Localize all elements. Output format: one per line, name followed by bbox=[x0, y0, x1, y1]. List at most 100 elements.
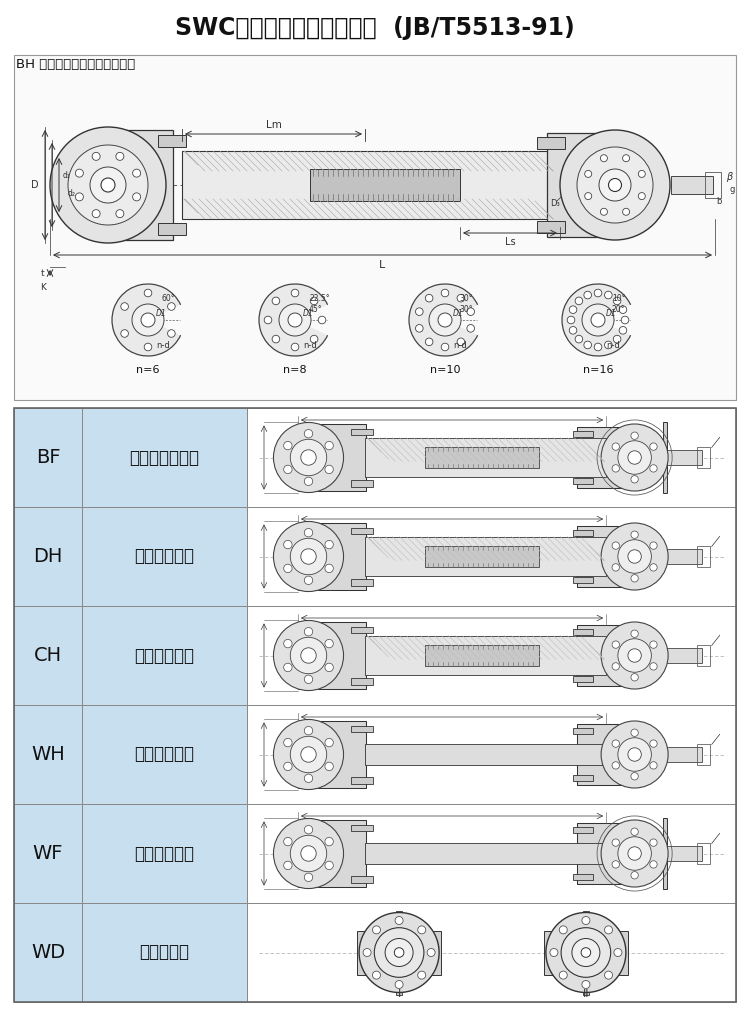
Bar bbox=[247, 705, 736, 804]
Bar bbox=[425, 546, 538, 567]
Circle shape bbox=[631, 630, 638, 638]
Bar bbox=[573, 576, 593, 582]
Text: WH: WH bbox=[31, 745, 64, 764]
Circle shape bbox=[325, 837, 333, 846]
Circle shape bbox=[631, 773, 638, 780]
Circle shape bbox=[75, 193, 83, 201]
Text: n-d: n-d bbox=[606, 341, 619, 350]
Circle shape bbox=[92, 152, 100, 160]
Bar bbox=[298, 721, 366, 788]
Circle shape bbox=[612, 641, 620, 649]
Bar bbox=[82, 408, 247, 507]
Circle shape bbox=[582, 916, 590, 924]
Circle shape bbox=[121, 330, 128, 337]
Circle shape bbox=[594, 290, 602, 297]
Text: b: b bbox=[716, 197, 722, 206]
Circle shape bbox=[301, 648, 316, 663]
Text: K: K bbox=[40, 283, 46, 292]
Bar bbox=[573, 630, 593, 636]
Text: DH: DH bbox=[33, 547, 63, 566]
Circle shape bbox=[581, 947, 591, 958]
Text: n=16: n=16 bbox=[583, 365, 614, 375]
Circle shape bbox=[325, 441, 333, 450]
Circle shape bbox=[310, 297, 318, 305]
Text: Ls: Ls bbox=[505, 237, 515, 247]
Circle shape bbox=[394, 947, 404, 958]
Circle shape bbox=[359, 912, 439, 993]
Text: Lm: Lm bbox=[266, 120, 281, 130]
Bar bbox=[664, 847, 702, 861]
Circle shape bbox=[601, 154, 608, 161]
Circle shape bbox=[304, 675, 313, 683]
Text: L: L bbox=[380, 260, 386, 270]
Circle shape bbox=[567, 316, 574, 324]
Circle shape bbox=[438, 313, 452, 327]
Circle shape bbox=[304, 726, 313, 735]
Circle shape bbox=[650, 762, 657, 769]
Circle shape bbox=[631, 674, 638, 681]
Circle shape bbox=[601, 523, 668, 590]
Text: 无伸缩焊接型: 无伸缩焊接型 bbox=[134, 746, 194, 764]
Circle shape bbox=[167, 330, 176, 337]
Text: n=8: n=8 bbox=[284, 365, 307, 375]
Bar bbox=[697, 843, 710, 865]
Circle shape bbox=[628, 847, 641, 861]
Circle shape bbox=[614, 297, 621, 305]
Circle shape bbox=[638, 171, 645, 178]
Circle shape bbox=[584, 341, 592, 349]
Bar bbox=[298, 524, 366, 590]
Text: 30°: 30° bbox=[459, 305, 472, 314]
Circle shape bbox=[628, 451, 641, 464]
Circle shape bbox=[585, 193, 592, 200]
Bar bbox=[396, 910, 402, 920]
Circle shape bbox=[325, 465, 333, 473]
Bar bbox=[247, 408, 736, 507]
Circle shape bbox=[618, 540, 651, 573]
Text: 无伸缩短型: 无伸缩短型 bbox=[140, 943, 190, 962]
Circle shape bbox=[132, 304, 164, 336]
Bar bbox=[350, 824, 374, 831]
Circle shape bbox=[325, 541, 333, 549]
Circle shape bbox=[601, 424, 668, 491]
Wedge shape bbox=[562, 284, 631, 356]
Circle shape bbox=[631, 432, 638, 439]
Circle shape bbox=[608, 179, 622, 192]
Bar bbox=[247, 903, 736, 1002]
Circle shape bbox=[601, 820, 668, 887]
Circle shape bbox=[441, 290, 448, 297]
Text: WD: WD bbox=[31, 943, 65, 962]
Text: 短伸缩焊接型: 短伸缩焊接型 bbox=[134, 548, 194, 565]
Circle shape bbox=[325, 640, 333, 648]
Circle shape bbox=[585, 171, 592, 178]
Circle shape bbox=[425, 295, 433, 302]
Circle shape bbox=[416, 308, 423, 316]
Circle shape bbox=[416, 325, 423, 332]
Text: D: D bbox=[32, 180, 39, 190]
Bar bbox=[577, 428, 644, 487]
Circle shape bbox=[304, 576, 313, 584]
Bar bbox=[365, 636, 606, 675]
Circle shape bbox=[167, 303, 176, 311]
Circle shape bbox=[601, 622, 668, 689]
Circle shape bbox=[622, 154, 629, 161]
Bar bbox=[365, 537, 606, 576]
Circle shape bbox=[290, 835, 327, 872]
Circle shape bbox=[612, 838, 620, 847]
Circle shape bbox=[601, 721, 668, 788]
Circle shape bbox=[385, 938, 413, 967]
Circle shape bbox=[274, 522, 344, 591]
Text: β: β bbox=[726, 172, 732, 182]
Circle shape bbox=[418, 926, 426, 934]
Text: 22.5°: 22.5° bbox=[309, 294, 330, 303]
Text: 30°: 30° bbox=[459, 294, 472, 303]
Bar bbox=[14, 804, 82, 903]
Bar bbox=[573, 432, 593, 437]
Circle shape bbox=[284, 541, 292, 549]
Circle shape bbox=[560, 971, 567, 979]
Text: n=10: n=10 bbox=[430, 365, 460, 375]
Bar bbox=[350, 777, 374, 784]
Text: 长伸缩焊接型: 长伸缩焊接型 bbox=[134, 647, 194, 665]
Circle shape bbox=[575, 297, 583, 305]
Circle shape bbox=[650, 542, 657, 549]
Circle shape bbox=[441, 343, 448, 351]
